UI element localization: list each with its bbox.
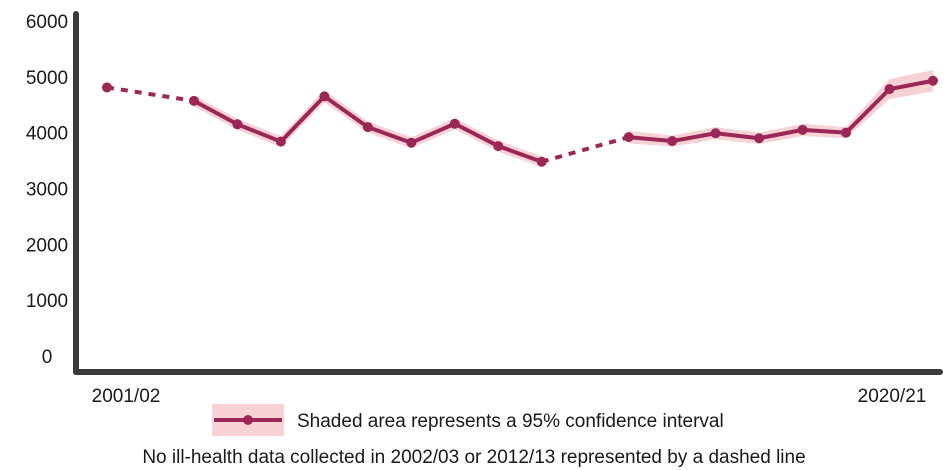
y-tick-label-2000: 2000 bbox=[26, 235, 68, 256]
y-tick-label-4000: 4000 bbox=[26, 124, 68, 145]
y-tick-label-0: 0 bbox=[42, 347, 53, 368]
series-line-dashed-segment bbox=[106, 85, 195, 103]
data-point-2009-10 bbox=[449, 118, 460, 129]
data-point-2010-11 bbox=[493, 141, 504, 152]
y-tick-label-1000: 1000 bbox=[26, 291, 68, 312]
series-line-segment bbox=[844, 87, 892, 135]
series-line-segment bbox=[713, 131, 762, 141]
series-line-segment bbox=[887, 78, 935, 92]
series-line-dashed-segment bbox=[541, 135, 630, 164]
series-line-segment bbox=[670, 131, 718, 144]
data-point-2018-19 bbox=[841, 127, 852, 138]
series-line-layer bbox=[106, 78, 935, 164]
series-line-segment bbox=[278, 94, 327, 144]
legend: Shaded area represents a 95% confidence … bbox=[212, 404, 724, 436]
series-line-segment bbox=[322, 94, 370, 130]
series-point-layer bbox=[102, 75, 938, 167]
y-tick-labels: 0 1000 2000 3000 4000 5000 6000 bbox=[26, 12, 68, 368]
series-line-segment bbox=[452, 121, 501, 149]
legend-point-swatch bbox=[243, 415, 253, 425]
series-line-segment bbox=[626, 135, 675, 144]
series-line-segment bbox=[496, 144, 544, 164]
series-line-segment bbox=[235, 122, 283, 144]
y-tick-label-3000: 3000 bbox=[26, 180, 68, 201]
data-point-2017-18 bbox=[797, 124, 808, 135]
y-tick-label-5000: 5000 bbox=[26, 68, 68, 89]
series-line-segment bbox=[757, 127, 805, 141]
series-line-segment bbox=[365, 125, 414, 145]
data-point-2016-17 bbox=[754, 133, 765, 144]
data-point-2003-04 bbox=[188, 95, 199, 106]
series-line-segment bbox=[409, 121, 457, 145]
x-tick-label-last: 2020/21 bbox=[858, 386, 927, 407]
data-point-2014-15 bbox=[667, 136, 678, 147]
footnote-text: No ill-health data collected in 2002/03 … bbox=[142, 447, 805, 468]
data-point-2011-12 bbox=[536, 156, 547, 167]
data-point-2008-09 bbox=[406, 137, 417, 148]
data-point-2019-20 bbox=[884, 84, 895, 95]
series-line-segment bbox=[800, 127, 849, 135]
series-line-segment bbox=[191, 98, 240, 127]
data-point-2006-07 bbox=[319, 91, 330, 102]
legend-label: Shaded area represents a 95% confidence … bbox=[297, 411, 724, 432]
data-point-2007-08 bbox=[362, 122, 373, 133]
data-point-2015-16 bbox=[710, 128, 721, 139]
data-point-2001-02 bbox=[102, 82, 112, 93]
x-tick-label-first: 2001/02 bbox=[92, 386, 161, 407]
data-point-2005-06 bbox=[275, 136, 286, 147]
confidence-band-segment-3 bbox=[628, 70, 933, 147]
y-tick-label-6000: 6000 bbox=[26, 12, 68, 33]
data-point-2013-14 bbox=[623, 132, 634, 143]
data-point-2020-21 bbox=[928, 75, 938, 86]
data-point-2004-05 bbox=[232, 119, 243, 130]
